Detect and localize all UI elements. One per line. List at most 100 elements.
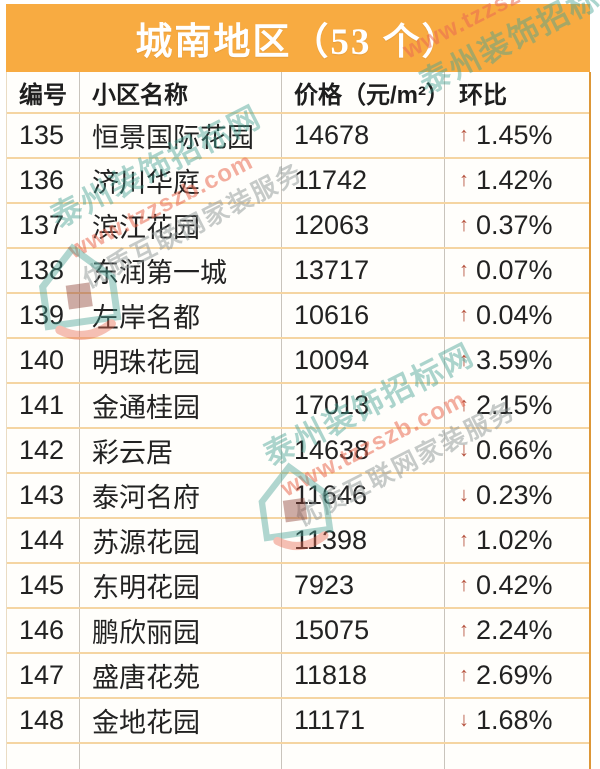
cell-change: ↑ 1.42% bbox=[444, 159, 589, 202]
table-row: 148 金地花园 11171 ↓ 1.68% bbox=[7, 699, 589, 744]
change-value: 0.37% bbox=[476, 210, 553, 240]
cell-price: 14638 bbox=[281, 429, 444, 472]
trend-up-icon: ↑ bbox=[459, 393, 469, 416]
change-value: 1.68% bbox=[476, 705, 553, 735]
table-row: 138 东润第一城 13717 ↑ 0.07% bbox=[7, 249, 589, 294]
cell-change: ↑ 0.42% bbox=[444, 564, 589, 607]
table-row: 143 泰河名府 11646 ↓ 0.23% bbox=[7, 474, 589, 519]
cell-id: 141 bbox=[19, 390, 65, 420]
price-table: 编号 小区名称 价格（元/m²） 环比 135 恒景国际花园 14678 ↑ 1… bbox=[6, 72, 591, 769]
cell-price: 11398 bbox=[281, 519, 444, 562]
cell-id: 137 bbox=[19, 210, 65, 240]
cell-price: 17013 bbox=[281, 384, 444, 427]
table-row-partial bbox=[7, 744, 589, 769]
cell-name: 明珠花园 bbox=[79, 339, 281, 382]
cell-price: 15075 bbox=[281, 609, 444, 652]
change-value: 1.45% bbox=[476, 120, 553, 150]
cell-name: 左岸名都 bbox=[79, 294, 281, 337]
change-value: 1.02% bbox=[476, 525, 553, 555]
page-title: 城南地区（53 个） bbox=[135, 22, 461, 63]
trend-up-icon: ↑ bbox=[459, 348, 469, 371]
cell-name: 彩云居 bbox=[79, 429, 281, 472]
change-value: 0.42% bbox=[476, 570, 553, 600]
cell-change: ↑ 1.02% bbox=[444, 519, 589, 562]
cell-change: ↓ 0.23% bbox=[444, 474, 589, 517]
table-row: 142 彩云居 14638 ↓ 0.66% bbox=[7, 429, 589, 474]
cell-change: ↓ 0.66% bbox=[444, 429, 589, 472]
cell-id: 144 bbox=[19, 525, 65, 555]
cell-name: 鹏欣丽园 bbox=[79, 609, 281, 652]
cell-id: 138 bbox=[19, 255, 65, 285]
cell-change: ↑ 0.37% bbox=[444, 204, 589, 247]
cell-id: 135 bbox=[19, 120, 65, 150]
column-header-id: 编号 bbox=[19, 81, 67, 109]
change-value: 0.66% bbox=[476, 435, 553, 465]
cell-id: 142 bbox=[19, 435, 65, 465]
cell-price: 11742 bbox=[281, 159, 444, 202]
cell-id: 146 bbox=[19, 615, 65, 645]
cell-id: 145 bbox=[19, 570, 65, 600]
cell-id: 140 bbox=[19, 345, 65, 375]
trend-up-icon: ↑ bbox=[459, 663, 469, 686]
cell-name: 东润第一城 bbox=[79, 249, 281, 292]
table-row: 146 鹏欣丽园 15075 ↑ 2.24% bbox=[7, 609, 589, 654]
cell-price: 11818 bbox=[281, 654, 444, 697]
table-header-row: 编号 小区名称 价格（元/m²） 环比 bbox=[7, 72, 589, 114]
column-header-price: 价格（元/m²） bbox=[281, 72, 444, 112]
cell-id: 139 bbox=[19, 300, 65, 330]
cell-change: ↑ 0.07% bbox=[444, 249, 589, 292]
change-value: 3.59% bbox=[476, 345, 553, 375]
cell-name: 金通桂园 bbox=[79, 384, 281, 427]
trend-up-icon: ↑ bbox=[459, 573, 469, 596]
region-banner: 城南地区（53 个） bbox=[6, 4, 590, 72]
cell-name: 金地花园 bbox=[79, 699, 281, 742]
cell-price: 11171 bbox=[281, 699, 444, 742]
cell-price: 11646 bbox=[281, 474, 444, 517]
table-row: 137 滨江花园 12063 ↑ 0.37% bbox=[7, 204, 589, 249]
table-row: 139 左岸名都 10616 ↑ 0.04% bbox=[7, 294, 589, 339]
cell-id: 148 bbox=[19, 705, 65, 735]
trend-up-icon: ↑ bbox=[459, 303, 469, 326]
cell-price: 13717 bbox=[281, 249, 444, 292]
change-value: 1.42% bbox=[476, 165, 553, 195]
trend-up-icon: ↑ bbox=[459, 258, 469, 281]
column-header-change: 环比 bbox=[444, 72, 589, 112]
column-header-name: 小区名称 bbox=[79, 72, 281, 112]
change-value: 0.04% bbox=[476, 300, 553, 330]
cell-change: ↓ 1.68% bbox=[444, 699, 589, 742]
cell-id: 147 bbox=[19, 660, 65, 690]
table-row: 135 恒景国际花园 14678 ↑ 1.45% bbox=[7, 114, 589, 159]
cell-change: ↑ 3.59% bbox=[444, 339, 589, 382]
cell-price: 7923 bbox=[281, 564, 444, 607]
cell-price: 14678 bbox=[281, 114, 444, 157]
trend-up-icon: ↑ bbox=[459, 123, 469, 146]
table-row: 141 金通桂园 17013 ↑ 2.15% bbox=[7, 384, 589, 429]
table-row: 136 济川华庭 11742 ↑ 1.42% bbox=[7, 159, 589, 204]
change-value: 0.23% bbox=[476, 480, 553, 510]
cell-change: ↑ 2.24% bbox=[444, 609, 589, 652]
cell-name: 滨江花园 bbox=[79, 204, 281, 247]
cell-name: 泰河名府 bbox=[79, 474, 281, 517]
cell-change: ↑ 1.45% bbox=[444, 114, 589, 157]
cell-id: 136 bbox=[19, 165, 65, 195]
trend-up-icon: ↑ bbox=[459, 618, 469, 641]
change-value: 0.07% bbox=[476, 255, 553, 285]
cell-price: 10616 bbox=[281, 294, 444, 337]
table-row: 145 东明花园 7923 ↑ 0.42% bbox=[7, 564, 589, 609]
cell-change: ↑ 2.69% bbox=[444, 654, 589, 697]
cell-name: 苏源花园 bbox=[79, 519, 281, 562]
cell-change: ↑ 2.15% bbox=[444, 384, 589, 427]
cell-price: 12063 bbox=[281, 204, 444, 247]
table-row: 144 苏源花园 11398 ↑ 1.02% bbox=[7, 519, 589, 564]
trend-up-icon: ↑ bbox=[459, 528, 469, 551]
trend-up-icon: ↑ bbox=[459, 168, 469, 191]
cell-name: 东明花园 bbox=[79, 564, 281, 607]
cell-name: 济川华庭 bbox=[79, 159, 281, 202]
trend-down-icon: ↓ bbox=[459, 483, 469, 506]
trend-down-icon: ↓ bbox=[459, 438, 469, 461]
trend-down-icon: ↓ bbox=[459, 708, 469, 731]
cell-name: 盛唐花苑 bbox=[79, 654, 281, 697]
cell-change: ↑ 0.04% bbox=[444, 294, 589, 337]
change-value: 2.69% bbox=[476, 660, 553, 690]
change-value: 2.15% bbox=[476, 390, 553, 420]
